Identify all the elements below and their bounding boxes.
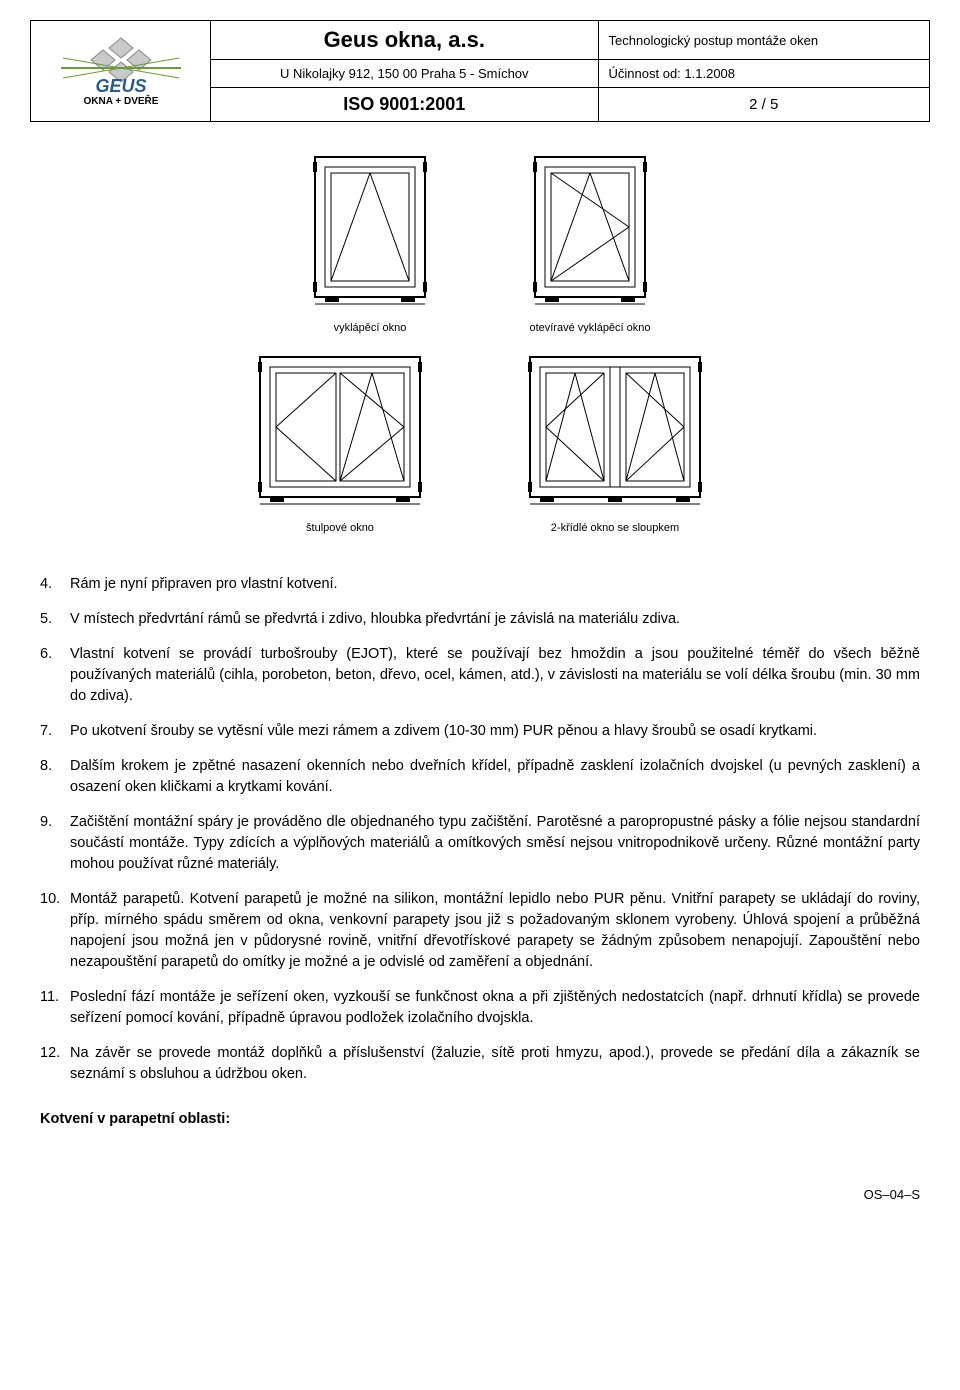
item-text: Vlastní kotvení se provádí turbošrouby (…: [70, 644, 920, 707]
logo-cell: GEUS OKNA + DVEŘE: [31, 21, 211, 122]
tilt-window-icon: [305, 152, 435, 312]
instruction-item: 6.Vlastní kotvení se provádí turbošrouby…: [40, 644, 920, 707]
stulp-window-icon: [250, 352, 430, 512]
item-text: Dalším krokem je zpětné nasazení okenníc…: [70, 756, 920, 798]
item-text: Po ukotvení šrouby se vytěsní vůle mezi …: [70, 721, 920, 742]
instruction-item: 7.Po ukotvení šrouby se vytěsní vůle mez…: [40, 721, 920, 742]
item-number: 10.: [40, 889, 70, 973]
diagram-row-1: vyklápěcí okno: [30, 152, 930, 334]
item-number: 8.: [40, 756, 70, 798]
diagram-row-2: štulpové okno: [30, 352, 930, 534]
company-name: Geus okna, a.s.: [211, 21, 599, 60]
item-number: 5.: [40, 609, 70, 630]
turn-tilt-window-icon: [525, 152, 655, 312]
section-title-anchoring: Kotvení v parapetní oblasti:: [40, 1111, 920, 1127]
diagram-label: štulpové okno: [306, 522, 374, 534]
instruction-item: 12.Na závěr se provede montáž doplňků a …: [40, 1043, 920, 1085]
window-diagrams: vyklápěcí okno: [30, 152, 930, 534]
item-text: Začištění montážní spáry je prováděno dl…: [70, 812, 920, 875]
item-text: Na závěr se provede montáž doplňků a pří…: [70, 1043, 920, 1085]
instruction-item: 10.Montáž parapetů. Kotvení parapetů je …: [40, 889, 920, 973]
geus-logo-icon: GEUS OKNA + DVEŘE: [51, 36, 191, 106]
item-text: Montáž parapetů. Kotvení parapetů je mož…: [70, 889, 920, 973]
instruction-item: 8.Dalším krokem je zpětné nasazení okenn…: [40, 756, 920, 798]
logo-text-top: GEUS: [95, 76, 146, 96]
iso-standard: ISO 9001:2001: [211, 88, 599, 122]
item-text: Rám je nyní připraven pro vlastní kotven…: [70, 574, 920, 595]
item-number: 11.: [40, 987, 70, 1029]
item-number: 4.: [40, 574, 70, 595]
item-number: 6.: [40, 644, 70, 707]
logo: GEUS OKNA + DVEŘE: [41, 36, 200, 106]
item-text: V místech předvrtání rámů se předvrtá i …: [70, 609, 920, 630]
logo-text-bottom: OKNA + DVEŘE: [83, 94, 158, 106]
footer-doc-code: OS–04–S: [30, 1187, 930, 1202]
diagram-label: 2-křídlé okno se sloupkem: [551, 522, 679, 534]
item-number: 9.: [40, 812, 70, 875]
diagram-label: vyklápěcí okno: [334, 322, 407, 334]
diagram-turn-tilt-window: otevíravé vyklápěcí okno: [525, 152, 655, 334]
instruction-item: 9.Začištění montážní spáry je prováděno …: [40, 812, 920, 875]
page-number: 2 / 5: [598, 88, 929, 122]
diagram-two-sash-mullion: 2-křídlé okno se sloupkem: [520, 352, 710, 534]
validity: Účinnost od: 1.1.2008: [598, 60, 929, 88]
doc-type: Technologický postup montáže oken: [598, 21, 929, 60]
diagram-label: otevíravé vyklápěcí okno: [529, 322, 650, 334]
instruction-item: 5.V místech předvrtání rámů se předvrtá …: [40, 609, 920, 630]
diagram-stulp-window: štulpové okno: [250, 352, 430, 534]
item-number: 12.: [40, 1043, 70, 1085]
instruction-item: 11.Poslední fází montáže je seřízení oke…: [40, 987, 920, 1029]
diagram-tilt-window: vyklápěcí okno: [305, 152, 435, 334]
item-number: 7.: [40, 721, 70, 742]
header-table: GEUS OKNA + DVEŘE Geus okna, a.s. Techno…: [30, 20, 930, 122]
instruction-list: 4.Rám je nyní připraven pro vlastní kotv…: [40, 574, 920, 1085]
item-text: Poslední fází montáže je seřízení oken, …: [70, 987, 920, 1029]
two-sash-mullion-icon: [520, 352, 710, 512]
instruction-item: 4.Rám je nyní připraven pro vlastní kotv…: [40, 574, 920, 595]
company-address: U Nikolajky 912, 150 00 Praha 5 - Smícho…: [211, 60, 599, 88]
